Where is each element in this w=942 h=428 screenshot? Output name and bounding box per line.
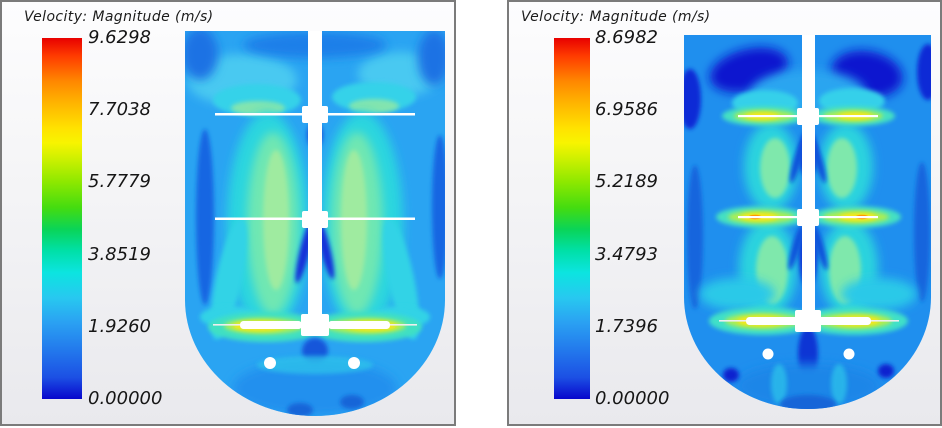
velocity-contour-plot-left[interactable] [2, 2, 458, 428]
scene-panel-right: Velocity: Magnitude (m/s) 8.6982 6.9586 … [507, 0, 942, 426]
legend-tick: 0.00000 [88, 387, 163, 409]
sparger-hole [762, 348, 774, 360]
color-legend-bar [42, 38, 82, 399]
sparger-hole [348, 357, 360, 369]
shaft-and-impellers [213, 31, 417, 369]
legend-tick: 3.4793 [595, 243, 658, 265]
legend-tick: 5.2189 [595, 171, 658, 193]
legend-tick: 1.9260 [88, 315, 151, 337]
legend-tick: 7.7038 [88, 99, 151, 121]
scene-title: Velocity: Magnitude (m/s) [521, 9, 711, 25]
color-legend-labels: 8.6982 6.9586 5.2189 3.4793 1.7396 0.000… [595, 28, 705, 409]
sparger-hole [843, 348, 855, 360]
sparger-hole [264, 357, 276, 369]
legend-tick: 6.9586 [595, 99, 658, 121]
tank-contour-field [684, 35, 931, 410]
legend-tick: 0.00000 [595, 387, 670, 409]
scene-panel-left: Velocity: Magnitude (m/s) 9.6298 7.7038 … [0, 0, 456, 426]
color-legend-bar [554, 38, 590, 399]
velocity-contour-plot-right[interactable] [509, 2, 942, 428]
legend-tick: 5.7779 [88, 171, 151, 193]
color-legend-labels: 9.6298 7.7038 5.7779 3.8519 1.9260 0.000… [88, 28, 198, 409]
legend-tick: 8.6982 [595, 27, 658, 48]
shaft-and-impellers [719, 35, 899, 360]
tank-contour-field [185, 31, 445, 416]
legend-tick: 1.7396 [595, 315, 658, 337]
legend-tick: 3.8519 [88, 243, 151, 265]
scene-title: Velocity: Magnitude (m/s) [24, 9, 214, 25]
legend-tick: 9.6298 [88, 27, 151, 48]
